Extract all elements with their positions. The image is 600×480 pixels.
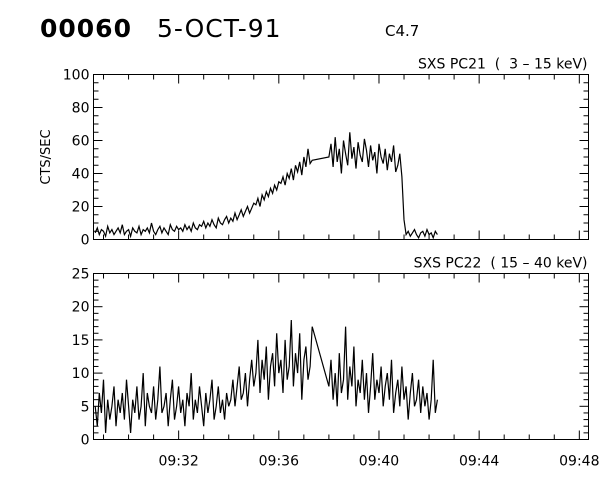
observation-number: 00060: [40, 14, 132, 43]
y-tick-label: 60: [72, 134, 90, 150]
y-tick-label: 20: [72, 200, 90, 216]
x-tick-label: 09:48: [559, 454, 599, 470]
x-tick-label: 09:40: [359, 454, 399, 470]
y-tick-label: 15: [72, 333, 90, 349]
series-line-1: [94, 132, 438, 240]
flare-class: C4.7: [385, 22, 420, 40]
y-axis-label: CTS/SEC: [39, 129, 54, 184]
panel-title: SXS PC22 ( 15 – 40 keV): [414, 256, 588, 272]
y-tick-label: 20: [72, 300, 90, 316]
x-tick-label: 09:36: [259, 454, 299, 470]
x-tick-label: 09:44: [459, 454, 499, 470]
panel-1: 0 20 40 60 80 100 SXS PC21 ( 3 – 15 keV) CTS/SE…: [39, 57, 589, 249]
panel-2: 0 5 10 15 20 25 09:32 09:36 09:40 09:44 09:48 SXS P…: [72, 256, 600, 470]
y-tick-label: 5: [81, 399, 90, 415]
y-tick-label: 10: [72, 366, 90, 382]
y-tick-label: 0: [81, 233, 90, 249]
y-tick-label: 0: [81, 433, 90, 449]
y-tick-label: 40: [72, 167, 90, 183]
observation-date: 5-OCT-91: [157, 14, 282, 43]
y-tick-label: 80: [72, 101, 90, 117]
plot-frame: [93, 74, 589, 240]
plot-frame: [93, 273, 589, 440]
x-tick-label: 09:32: [158, 454, 198, 470]
series-line-2: [94, 319, 438, 433]
y-tick-label: 25: [72, 267, 90, 283]
panel-title: SXS PC21 ( 3 – 15 keV): [418, 57, 587, 73]
y-tick-label: 100: [63, 68, 90, 84]
